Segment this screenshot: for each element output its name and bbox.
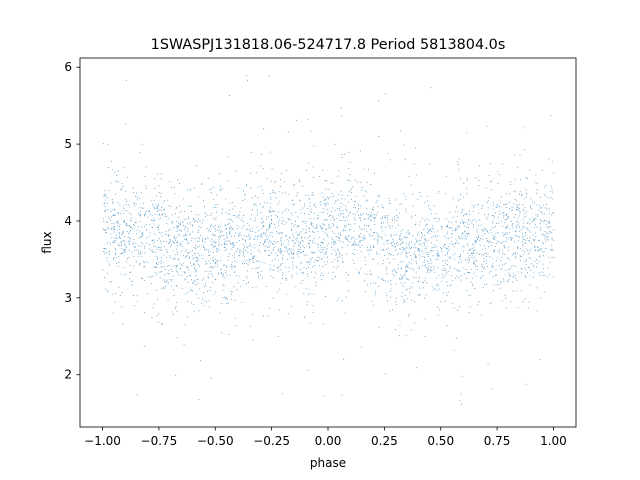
x-tick-label: 0.75 <box>484 434 511 448</box>
x-tick-label: −0.50 <box>197 434 234 448</box>
y-tick-label: 3 <box>64 291 72 305</box>
x-tick-label: 0.50 <box>427 434 454 448</box>
chart-title: 1SWASPJ131818.06-524717.8 Period 5813804… <box>151 37 506 53</box>
x-tick-label: 0.25 <box>371 434 398 448</box>
x-axis: −1.00 −0.75 −0.50 −0.25 0.00 0.25 0.50 0.75 1.00 <box>84 427 567 448</box>
y-axis-label: flux <box>40 231 54 253</box>
x-tick-label: 1.00 <box>540 434 567 448</box>
y-tick-label: 6 <box>64 60 72 74</box>
y-tick-label: 5 <box>64 137 72 151</box>
x-tick-label: −0.25 <box>253 434 290 448</box>
x-tick-label: −1.00 <box>84 434 121 448</box>
x-tick-label: −0.75 <box>141 434 178 448</box>
y-axis: 2 3 4 5 6 <box>64 60 80 382</box>
y-tick-label: 2 <box>64 368 72 382</box>
x-axis-label: phase <box>310 456 346 470</box>
y-tick-label: 4 <box>64 214 72 228</box>
x-tick-label: 0.00 <box>315 434 342 448</box>
